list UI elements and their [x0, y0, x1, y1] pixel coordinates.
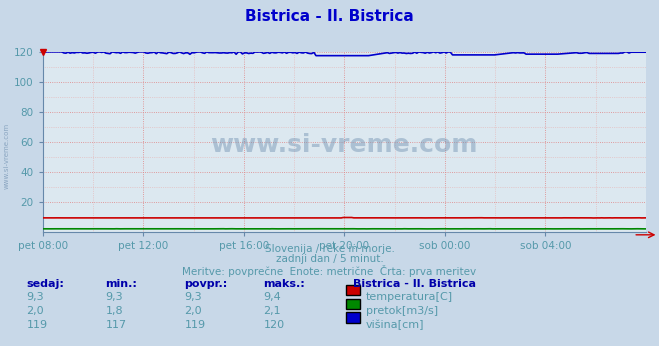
Text: min.:: min.: [105, 279, 137, 289]
Text: temperatura[C]: temperatura[C] [366, 292, 453, 302]
Text: 9,3: 9,3 [185, 292, 202, 302]
Text: 119: 119 [185, 320, 206, 330]
Text: 117: 117 [105, 320, 127, 330]
Text: 2,0: 2,0 [185, 306, 202, 316]
Text: 2,0: 2,0 [26, 306, 44, 316]
Text: Meritve: povprečne  Enote: metrične  Črta: prva meritev: Meritve: povprečne Enote: metrične Črta:… [183, 265, 476, 277]
Text: višina[cm]: višina[cm] [366, 320, 424, 330]
Text: 9,3: 9,3 [105, 292, 123, 302]
Text: zadnji dan / 5 minut.: zadnji dan / 5 minut. [275, 254, 384, 264]
Text: 2,1: 2,1 [264, 306, 281, 316]
Text: 9,4: 9,4 [264, 292, 281, 302]
Text: 120: 120 [264, 320, 285, 330]
Text: povpr.:: povpr.: [185, 279, 228, 289]
Text: Slovenija / reke in morje.: Slovenija / reke in morje. [264, 244, 395, 254]
Text: 119: 119 [26, 320, 47, 330]
Text: maks.:: maks.: [264, 279, 305, 289]
Text: Bistrica - Il. Bistrica: Bistrica - Il. Bistrica [353, 279, 476, 289]
Text: 9,3: 9,3 [26, 292, 44, 302]
Text: 1,8: 1,8 [105, 306, 123, 316]
Text: Bistrica - Il. Bistrica: Bistrica - Il. Bistrica [245, 9, 414, 24]
Text: www.si-vreme.com: www.si-vreme.com [211, 134, 478, 157]
Text: www.si-vreme.com: www.si-vreme.com [3, 122, 10, 189]
Text: pretok[m3/s]: pretok[m3/s] [366, 306, 438, 316]
Text: sedaj:: sedaj: [26, 279, 64, 289]
